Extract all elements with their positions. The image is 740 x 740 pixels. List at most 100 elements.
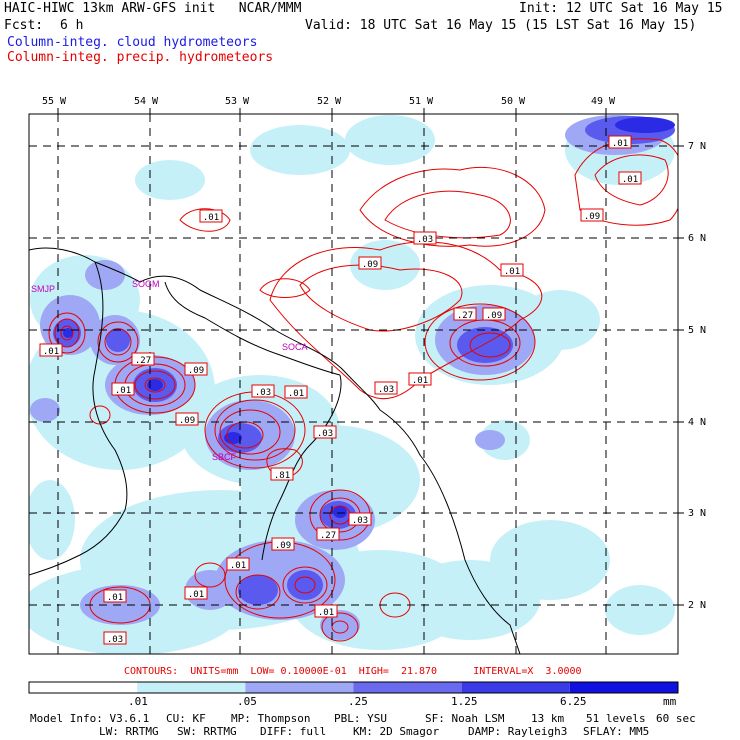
contour-label: .01 [115,386,131,396]
contour-label-box [199,209,223,223]
contour-label-box [580,208,604,222]
contour-label-box [408,372,432,386]
contour-label-box [413,231,437,245]
footer-item: DAMP: Rayleigh3 [468,725,568,738]
contour-label: .01 [230,561,246,571]
colorbar-tick: .05 [237,695,257,708]
contour-label: .01 [203,213,219,223]
contour-label-box [482,307,506,321]
valid-time: Valid: 18 UTC Sat 16 May 15 (15 LST Sat … [305,18,697,33]
colorbar-tick: .25 [348,695,368,708]
contour-label-box [358,256,382,270]
contour-label-box [374,381,398,395]
field-precip-label: Column-integ. precip. hydrometeors [7,50,274,65]
contour-labels: .01 .01 .01 .09 .01 .27 .09 .27 .09 .01 .03 .01 .09.… [39,135,642,645]
precip-contours [48,138,678,642]
map-frame [28,113,679,655]
footer-item: SFLAY: MM5 [583,725,650,738]
contour-label-box [175,412,199,426]
footer-item: DIFF: full [260,725,327,738]
contour-label: .03 [417,235,433,245]
footer-item: 60 sec [656,712,696,725]
contour-label: .03 [317,429,333,439]
field-cloud-label: Column-integ. cloud hydrometeors [7,35,258,50]
contour-label: .01 [288,389,304,399]
footer-item: SF: Noah LSM [425,712,505,725]
contour-label-box [453,307,477,321]
station-soca: SOCA [282,342,308,352]
init-time: Init: 12 UTC Sat 16 May 15 [519,1,723,16]
station-sogm: SOGM [132,279,160,289]
contour-label: .01 [43,347,59,357]
contour-label: .01 [318,608,334,618]
lon-label: 49 W [591,96,616,107]
footer-item: LW: RRTMG [99,725,159,738]
lat-label: 7 N [688,141,707,152]
footer-item: 51 levels [586,712,646,725]
contour-label-box [271,537,295,551]
forecast-label: Fcst: [4,18,44,33]
contour-label: .03 [107,635,123,645]
lat-label: 4 N [688,417,707,428]
lon-label: 51 W [409,96,434,107]
contour-label: .09 [584,212,600,222]
colorbar-units: mm [663,695,677,708]
contour-label-box [103,631,127,645]
contour-label: .81 [274,471,290,481]
contour-label-box [316,527,340,541]
footer-item: CU: KF [166,712,206,725]
contour-label-box [39,343,63,357]
contour-label: .03 [352,516,368,526]
contour-label-box [226,557,250,571]
contour-label-box [103,589,127,603]
contour-info: CONTOURS: UNITS=mm LOW= 0.10000E-01 HIGH… [124,666,582,677]
contour-label-box [184,586,208,600]
station-smjp: SMJP [31,284,55,294]
contour-label-box [314,604,338,618]
lat-label: 6 N [688,233,707,244]
contour-label: .09 [179,416,195,426]
footer-item: SW: RRTMG [177,725,237,738]
lat-label: 3 N [688,508,707,519]
contour-label: .01 [504,267,520,277]
contour-label: .09 [486,311,502,321]
contour-label: .09 [362,260,378,270]
footer-item: Model Info: V3.6.1 [30,712,150,725]
contour-label-box [618,171,642,185]
lon-label: 53 W [225,96,250,107]
lon-label: 54 W [134,96,159,107]
contour-label: .27 [135,356,151,366]
lon-label: 52 W [317,96,342,107]
contour-label-box [131,352,155,366]
contour-label: .01 [622,175,638,185]
lat-label: 5 N [688,325,707,336]
contour-label-box [500,263,524,277]
footer-item: 13 km [531,712,565,725]
contour-label-box [608,135,632,149]
contour-label: .01 [188,590,204,600]
colorbar-tick: 6.25 [560,695,587,708]
contour-label-box [251,384,275,398]
contour-label: .03 [378,385,394,395]
station-sbcf: SBCF [212,452,237,462]
forecast-hour: 6 h [60,18,84,33]
contour-label-box [313,425,337,439]
contour-label: .09 [275,541,291,551]
contour-label: .09 [188,366,204,376]
contour-label-box [111,382,135,396]
footer-item: PBL: YSU [334,712,387,725]
lat-label: 2 N [688,600,707,611]
contour-label: .01 [412,376,428,386]
contour-label: .03 [255,388,271,398]
contour-label-box [284,385,308,399]
footer-item: KM: 2D Smagor [353,725,440,738]
contour-label: .01 [612,139,628,149]
contour-label-box [348,512,372,526]
coastlines [29,247,521,654]
footer-item: MP: Thompson [231,712,311,725]
colorbar-tick: 1.25 [451,695,478,708]
contour-label: .27 [320,531,336,541]
contour-label-box [184,362,208,376]
model-title: HAIC-HIWC 13km ARW-GFS init NCAR/MMM [4,1,302,16]
